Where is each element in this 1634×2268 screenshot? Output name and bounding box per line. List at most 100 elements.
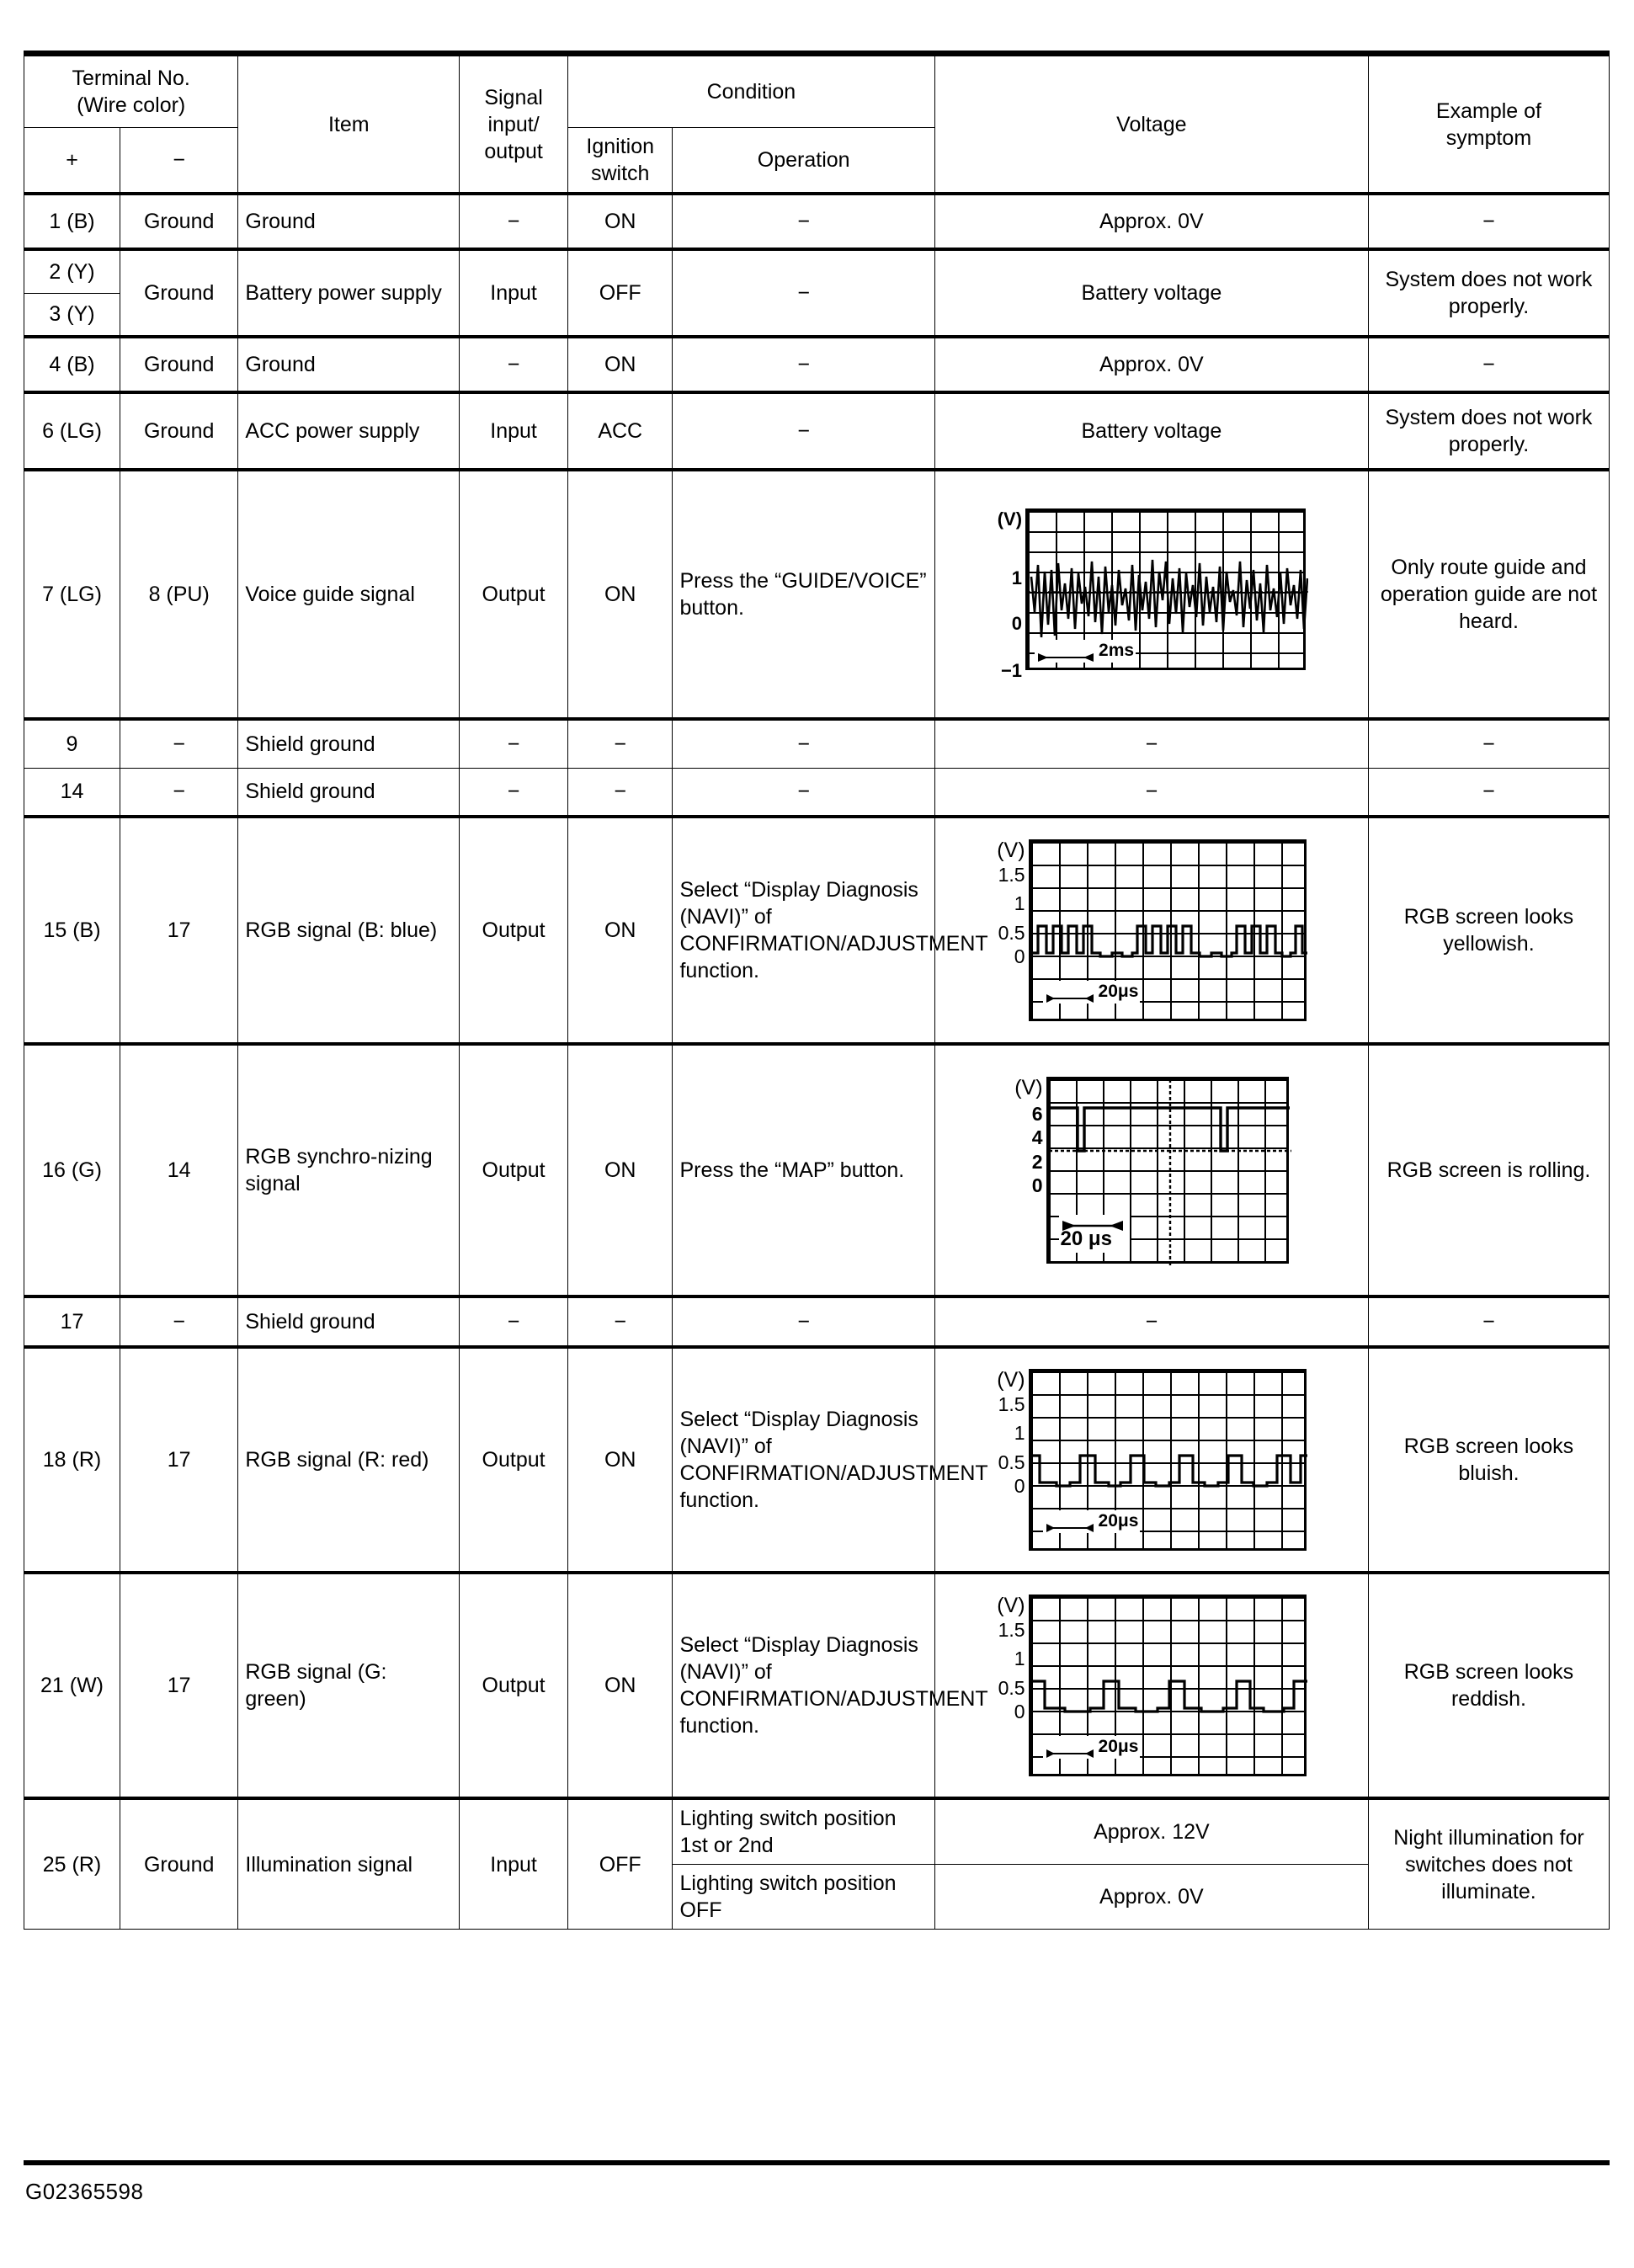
waveform-grid: 20μs	[1028, 1595, 1307, 1776]
cell-voltage: Battery voltage	[934, 248, 1369, 338]
waveform-ytick-0p5: 0.5	[998, 1676, 1025, 1699]
table-header-row-2: + − Ignition switch Operation	[24, 127, 1610, 194]
waveform-y-axis: (V) 6 4 2 0	[1014, 1077, 1042, 1195]
cell-item: Battery power supply	[237, 248, 460, 338]
waveform-time-scale: 20μs	[1042, 981, 1141, 1004]
table-row: 14 − Shield ground − − − − −	[24, 767, 1610, 817]
cell-operation: Press the “MAP” button.	[672, 1042, 935, 1297]
cell-operation: −	[672, 391, 935, 471]
waveform-y-axis: (V) 1.5 1 0.5 0	[997, 1595, 1025, 1722]
header-plus: +	[24, 127, 120, 194]
cell-signal-io: Input	[459, 1797, 568, 1930]
time-scale-label: 20μs	[1098, 1737, 1139, 1757]
table-row: 1 (B) Ground Ground − ON − Approx. 0V −	[24, 192, 1610, 250]
cell-terminal-plus: 6 (LG)	[24, 391, 120, 471]
table-row: 17 − Shield ground − − − − −	[24, 1295, 1610, 1348]
time-scale-label: 2ms	[1099, 641, 1135, 661]
cell-terminal-plus: 18 (R)	[24, 1345, 120, 1573]
waveform-ytick-0p5: 0.5	[998, 921, 1025, 944]
waveform-trace	[1032, 924, 1307, 958]
cell-voltage: −	[934, 717, 1369, 769]
time-scale-arrow-icon	[1045, 1743, 1095, 1758]
waveform-trace	[1028, 511, 1309, 673]
waveform-ytick-1p5: 1.5	[998, 1619, 1025, 1642]
cell-signal-io: −	[459, 767, 568, 817]
waveform-trace	[1032, 1680, 1307, 1713]
header-example-line1: Example of	[1435, 98, 1541, 123]
header-voltage: Voltage	[934, 56, 1369, 194]
voice-guide-waveform-figure: (V) 1 0 −1	[942, 503, 1361, 685]
cell-voltage: −	[934, 767, 1369, 817]
table-row: 15 (B) 17 RGB signal (B: blue) Output ON…	[24, 815, 1610, 1045]
table-row: 25 (R) Ground Illumination signal Input …	[24, 1797, 1610, 1930]
table-row: 2 (Y) Ground Battery power supply Input …	[24, 248, 1610, 338]
cell-terminal-plus: 4 (B)	[24, 335, 120, 393]
table-row: 16 (G) 14 RGB synchro-nizing signal Outp…	[24, 1042, 1610, 1297]
cell-item: Shield ground	[237, 1295, 460, 1348]
cell-operation: Lighting switch position 1st or 2nd	[672, 1797, 935, 1865]
cell-symptom: −	[1367, 717, 1610, 769]
rgb-sync-waveform-figure: (V) 6 4 2 0	[942, 1072, 1361, 1269]
cell-operation: −	[672, 1295, 935, 1348]
cell-symptom: −	[1367, 192, 1610, 250]
waveform-grid: 20μs	[1028, 839, 1307, 1021]
cell-ignition: ON	[567, 468, 673, 720]
waveform-y-unit: (V)	[997, 1368, 1025, 1392]
cell-terminal-minus: Ground	[119, 391, 239, 471]
cell-item: ACC power supply	[237, 391, 460, 471]
cell-item: Shield ground	[237, 767, 460, 817]
cell-voltage-second: Approx. 0V	[934, 1864, 1369, 1930]
cell-ignition: ON	[567, 1345, 673, 1573]
cell-symptom: RGB screen is rolling.	[1367, 1042, 1610, 1297]
cell-signal-io: −	[459, 1295, 568, 1348]
waveform-ytick-1p5: 1.5	[998, 1393, 1025, 1416]
table-row: 21 (W) 17 RGB signal (G: green) Output O…	[24, 1571, 1610, 1799]
figure-code: G02365598	[25, 2179, 144, 2204]
waveform-ytick-0: 0	[1014, 1474, 1025, 1497]
waveform-ytick-0: 0	[1031, 1174, 1043, 1196]
cell-voltage: Approx. 12V	[934, 1797, 1369, 1865]
table-bottom-rule	[24, 2160, 1610, 2165]
waveform-time-scale: 20μs	[1042, 1736, 1141, 1759]
waveform-trace	[1048, 1079, 1291, 1266]
table-row: 7 (LG) 8 (PU) Voice guide signal Output …	[24, 468, 1610, 720]
waveform-ytick-1: 1	[1014, 892, 1025, 915]
cell-ignition: ON	[567, 815, 673, 1045]
cell-symptom: System does not work properly.	[1367, 248, 1610, 338]
cell-item: RGB signal (B: blue)	[237, 815, 460, 1045]
waveform-time-scale: 20 μs	[1058, 1215, 1130, 1253]
waveform-ytick-0: 0	[1011, 613, 1023, 634]
waveform-ytick-1: 1	[1014, 1648, 1025, 1670]
cell-operation: Press the “GUIDE/VOICE” button.	[672, 468, 935, 720]
cell-terminal-minus: 17	[119, 1571, 239, 1799]
cell-ignition: ON	[567, 335, 673, 393]
time-scale-arrow-icon	[1036, 647, 1095, 662]
cell-terminal-plus: 2 (Y)	[24, 248, 120, 294]
cell-voltage-waveform: (V) 1.5 1 0.5 0	[934, 1345, 1369, 1573]
header-operation: Operation	[672, 127, 935, 194]
cell-item: Voice guide signal	[237, 468, 460, 720]
cell-symptom: Night illumination for switches does not…	[1367, 1797, 1610, 1930]
cell-item: RGB signal (R: red)	[237, 1345, 460, 1573]
waveform-y-unit: (V)	[1014, 1076, 1043, 1099]
cell-ignition: ACC	[567, 391, 673, 471]
cell-terminal-minus: −	[119, 1295, 239, 1348]
waveform-ytick-0p5: 0.5	[998, 1451, 1025, 1473]
cell-item: Illumination signal	[237, 1797, 460, 1930]
header-terminal-no-line1: Terminal No.	[72, 67, 190, 90]
table-row: 3 (Y)	[24, 292, 1610, 338]
rgb-green-waveform-figure: (V) 1.5 1 0.5 0	[942, 1589, 1361, 1781]
cell-ignition: −	[567, 717, 673, 769]
cell-terminal-plus: 1 (B)	[24, 192, 120, 250]
cell-terminal-plus: 15 (B)	[24, 815, 120, 1045]
cell-terminal-plus: 14	[24, 767, 120, 817]
waveform-ytick-0: 0	[1014, 945, 1025, 967]
cell-symptom: −	[1367, 767, 1610, 817]
waveform-grid: 20μs	[1028, 1369, 1307, 1551]
cell-symptom: Only route guide and operation guide are…	[1367, 468, 1610, 720]
header-ignition-line1: Ignition	[586, 135, 655, 158]
cell-item: RGB signal (G: green)	[237, 1571, 460, 1799]
cell-terminal-plus: 9	[24, 717, 120, 769]
waveform-ytick-1: 1	[1014, 1422, 1025, 1445]
